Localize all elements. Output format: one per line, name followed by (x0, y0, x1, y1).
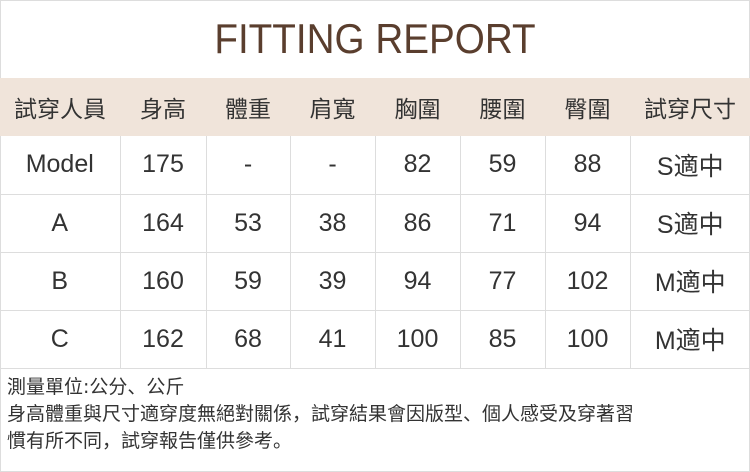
table-cell: 175 (120, 136, 207, 195)
header-row: 試穿人員 身高 體重 肩寬 胸圍 腰圍 臀圍 試穿尺寸 (0, 78, 750, 136)
column-header: 肩寬 (290, 78, 375, 136)
table-cell: C (0, 310, 121, 369)
table-cell: 82 (375, 136, 461, 195)
table-cell: M適中 (630, 252, 750, 311)
table-cell: 59 (206, 252, 291, 311)
table-cell: 164 (120, 194, 207, 253)
table-cell: 59 (460, 136, 546, 195)
table-cell: 38 (290, 194, 376, 253)
table-cell: 39 (290, 252, 376, 311)
table-cell: 88 (545, 136, 631, 195)
table-row: B 160 59 39 94 77 102 M適中 (0, 252, 750, 311)
table-cell: 71 (460, 194, 546, 253)
table-cell: S適中 (630, 136, 750, 195)
table-cell: 100 (545, 310, 631, 369)
table-cell: 68 (206, 310, 291, 369)
table-row: A 164 53 38 86 71 94 S適中 (0, 194, 750, 253)
table-cell: 102 (545, 252, 631, 311)
page-title: FITTING REPORT (214, 15, 536, 62)
column-header: 試穿人員 (0, 78, 120, 136)
table-cell: Model (0, 136, 121, 195)
table-cell: S適中 (630, 194, 750, 253)
column-header: 胸圍 (375, 78, 460, 136)
table-cell: 53 (206, 194, 291, 253)
table-cell: 41 (290, 310, 376, 369)
table-cell: 162 (120, 310, 207, 369)
table-cell: A (0, 194, 121, 253)
table-cell: 77 (460, 252, 546, 311)
note-line: 測量單位:公分、公斤 (7, 376, 185, 398)
table-row: C 162 68 41 100 85 100 M適中 (0, 310, 750, 369)
table-cell: 94 (545, 194, 631, 253)
table-cell: M適中 (630, 310, 750, 369)
column-header: 試穿尺寸 (630, 78, 750, 136)
table-row: Model 175- -82 59 88 S適中 (0, 136, 750, 195)
table-cell: B (0, 252, 121, 311)
fitting-table: 試穿人員 身高 體重 肩寬 胸圍 腰圍 臀圍 試穿尺寸 Model 175- -82 59 88 S適中… (0, 78, 750, 369)
table-cell: 160 (120, 252, 207, 311)
table-cell: 86 (375, 194, 461, 253)
table-cell: 85 (460, 310, 546, 369)
table-cell: 94 (375, 252, 461, 311)
column-header: 身高 (120, 78, 206, 136)
note-line: 身高體重與尺寸適穿度無絕對關係，試穿結果會因版型、個人感受及穿著習 (7, 403, 635, 425)
column-header: 體重 (206, 78, 290, 136)
notes: 測量單位:公分、公斤 身高體重與尺寸適穿度無絕對關係，試穿結果會因版型、個人感受… (7, 374, 634, 455)
table-cell: 100 (375, 310, 461, 369)
table-cell: - (206, 136, 291, 195)
table-cell: - (290, 136, 376, 195)
column-header: 腰圍 (460, 78, 545, 136)
column-header: 臀圍 (545, 78, 630, 136)
note-line: 慣有所不同，試穿報告僅供參考。 (7, 430, 293, 452)
